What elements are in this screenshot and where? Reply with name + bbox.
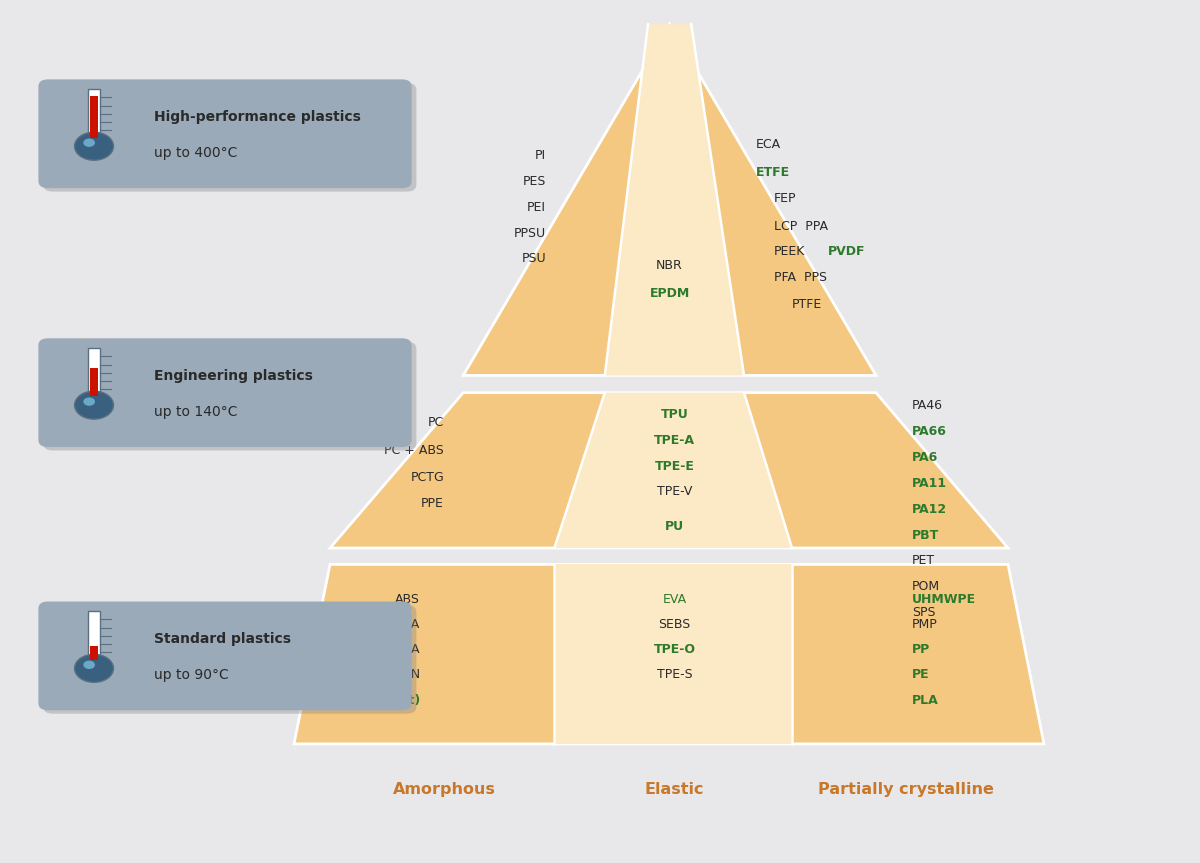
- Polygon shape: [554, 393, 792, 548]
- Text: PA12: PA12: [912, 502, 947, 516]
- Text: Engineering plastics: Engineering plastics: [155, 369, 313, 382]
- Text: PEI: PEI: [527, 200, 546, 214]
- Text: PES: PES: [523, 174, 546, 188]
- Bar: [88, 89, 101, 138]
- Text: PSU: PSU: [521, 252, 546, 266]
- Bar: [88, 348, 101, 397]
- Text: PET: PET: [912, 554, 935, 568]
- Polygon shape: [554, 564, 792, 744]
- Circle shape: [74, 132, 114, 161]
- Text: SPS: SPS: [912, 606, 936, 620]
- FancyBboxPatch shape: [38, 79, 412, 188]
- Text: PA46: PA46: [912, 399, 943, 413]
- Text: PLA: PLA: [912, 694, 938, 708]
- Text: PP: PP: [912, 643, 930, 657]
- Text: PMP: PMP: [912, 618, 937, 632]
- Circle shape: [83, 397, 95, 406]
- Text: up to 400°C: up to 400°C: [155, 146, 238, 160]
- Text: PEEK: PEEK: [774, 245, 805, 259]
- Text: PVC (soft): PVC (soft): [349, 694, 420, 708]
- Text: PE: PE: [912, 668, 930, 682]
- Text: Amorphous: Amorphous: [392, 782, 496, 797]
- Text: up to 90°C: up to 90°C: [155, 668, 229, 682]
- Text: Partially crystalline: Partially crystalline: [818, 782, 994, 797]
- Text: PCTG: PCTG: [410, 470, 444, 484]
- Text: SAN: SAN: [394, 668, 420, 682]
- Text: UHMWPE: UHMWPE: [912, 593, 976, 607]
- Text: TPU: TPU: [660, 407, 689, 421]
- Bar: [90, 96, 98, 137]
- FancyBboxPatch shape: [43, 342, 416, 450]
- Text: PU: PU: [665, 520, 684, 533]
- Text: PBT: PBT: [912, 528, 940, 542]
- Bar: [90, 368, 98, 396]
- Text: TPE-V: TPE-V: [656, 485, 692, 499]
- Text: POM: POM: [912, 580, 940, 594]
- Text: PVDF: PVDF: [828, 245, 865, 259]
- FancyBboxPatch shape: [38, 338, 412, 447]
- Text: PI: PI: [535, 148, 546, 162]
- Text: TPE-A: TPE-A: [654, 433, 695, 447]
- Text: NBR: NBR: [656, 259, 683, 273]
- Text: Standard plastics: Standard plastics: [155, 632, 292, 646]
- Text: ABS: ABS: [395, 593, 420, 607]
- Bar: [88, 611, 101, 661]
- Text: ETFE: ETFE: [756, 166, 790, 180]
- FancyBboxPatch shape: [43, 605, 416, 714]
- Polygon shape: [605, 24, 744, 375]
- Text: High-performance plastics: High-performance plastics: [155, 110, 361, 123]
- Text: Elastic: Elastic: [644, 782, 704, 797]
- Text: PPSU: PPSU: [514, 226, 546, 240]
- Text: ECA: ECA: [756, 138, 781, 152]
- Bar: [90, 646, 98, 659]
- FancyBboxPatch shape: [38, 602, 412, 710]
- Text: TPE-O: TPE-O: [654, 643, 696, 657]
- Text: FEP: FEP: [774, 192, 797, 205]
- Polygon shape: [330, 393, 1008, 548]
- Text: up to 140°C: up to 140°C: [155, 405, 238, 419]
- Text: PTFE: PTFE: [792, 298, 822, 312]
- Text: ASA: ASA: [395, 618, 420, 632]
- Text: PC: PC: [427, 416, 444, 430]
- Text: PPE: PPE: [421, 497, 444, 511]
- Text: LCP  PPA: LCP PPA: [774, 219, 828, 233]
- Circle shape: [83, 661, 95, 669]
- Text: PA11: PA11: [912, 476, 947, 490]
- Circle shape: [83, 138, 95, 147]
- Polygon shape: [463, 24, 876, 375]
- Circle shape: [74, 391, 114, 419]
- Text: EVA: EVA: [662, 593, 686, 607]
- Text: PC + ABS: PC + ABS: [384, 444, 444, 457]
- Circle shape: [74, 654, 114, 683]
- FancyBboxPatch shape: [43, 83, 416, 192]
- Text: TPE-S: TPE-S: [656, 668, 692, 682]
- Text: SEBS: SEBS: [659, 618, 690, 632]
- Text: PA66: PA66: [912, 425, 947, 438]
- Polygon shape: [294, 564, 1044, 744]
- Text: PFA  PPS: PFA PPS: [774, 271, 827, 285]
- Text: EPDM: EPDM: [649, 287, 690, 300]
- Text: PA6: PA6: [912, 450, 938, 464]
- Text: PMMA: PMMA: [383, 643, 420, 657]
- Text: TPE-E: TPE-E: [654, 459, 695, 473]
